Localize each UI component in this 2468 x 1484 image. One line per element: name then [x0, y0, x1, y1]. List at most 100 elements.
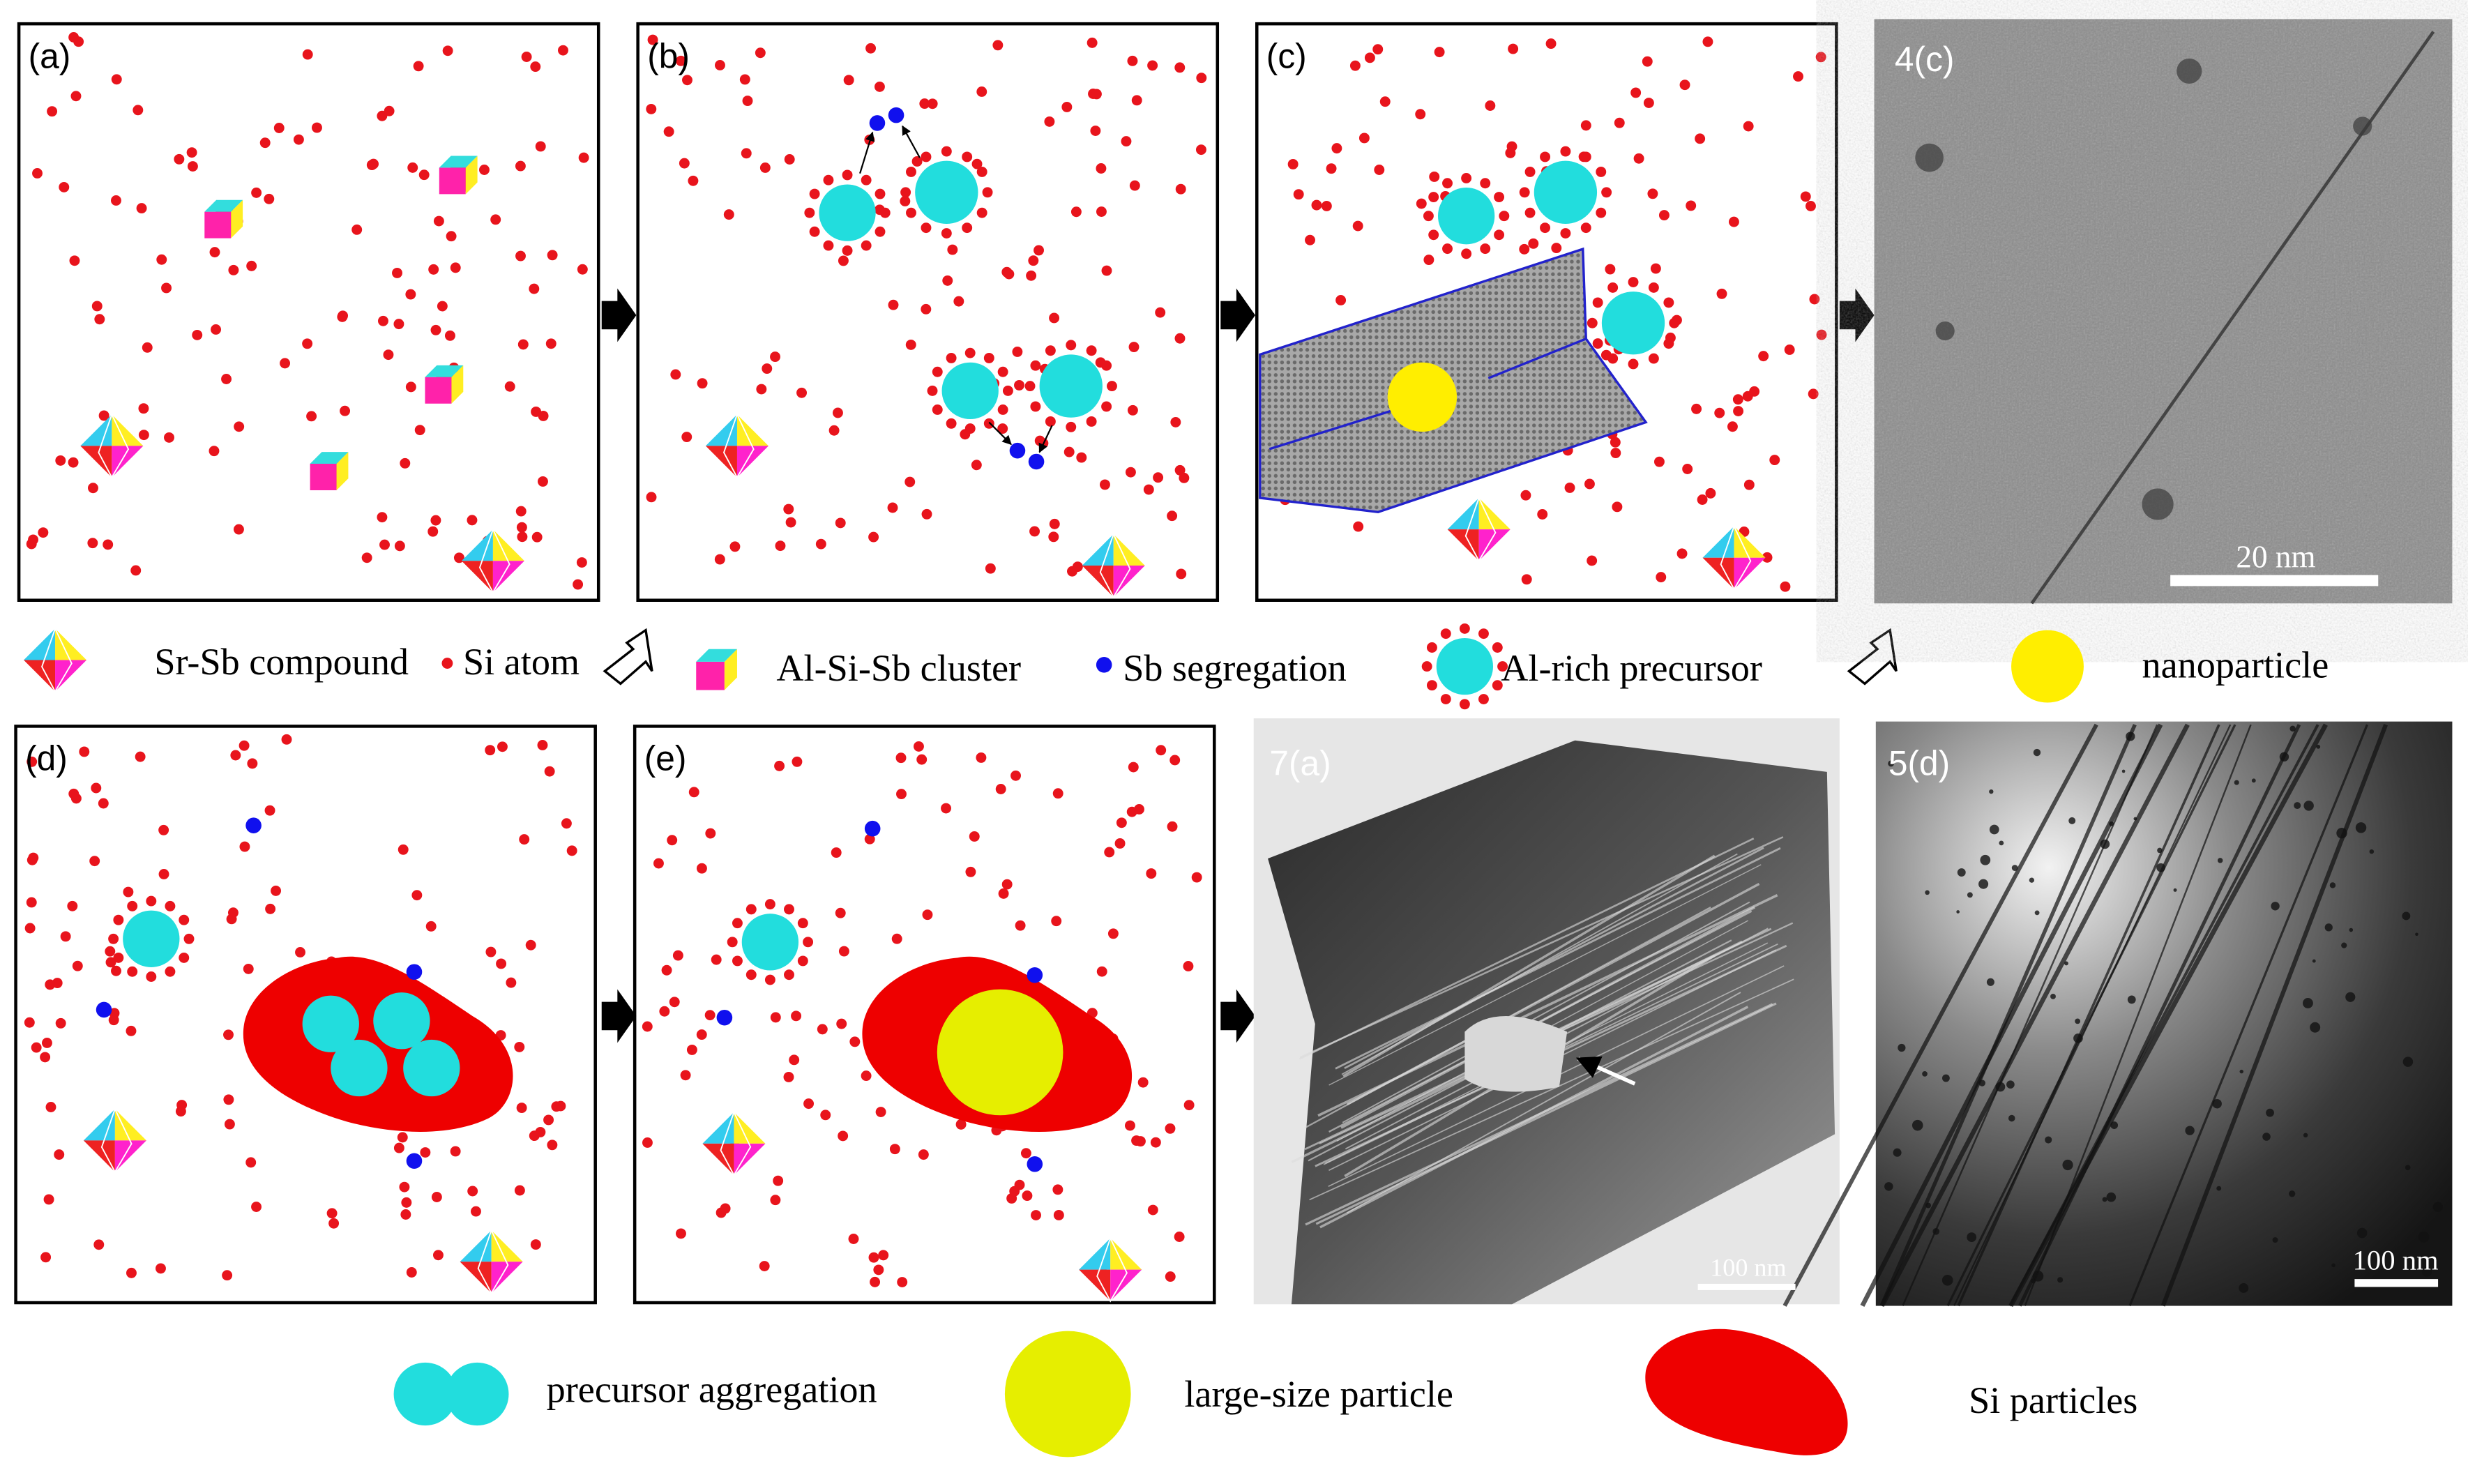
- sb-atom: [1027, 967, 1043, 983]
- si-atom: [578, 152, 589, 163]
- micrograph-precipitate: [1967, 1232, 1977, 1242]
- si-atom: [1124, 1120, 1135, 1131]
- si-atom: [916, 754, 928, 765]
- micrograph-precipitate: [1925, 890, 1930, 895]
- precursor-shell: [1107, 381, 1117, 392]
- precursor-shell: [941, 146, 952, 157]
- legend-label: Si atom: [463, 641, 580, 683]
- si-atom: [103, 539, 114, 550]
- large-particle: [937, 989, 1063, 1116]
- si-atom: [302, 338, 313, 349]
- si-atom: [1012, 347, 1023, 357]
- si-atom: [41, 1038, 52, 1048]
- si-atom: [453, 552, 464, 563]
- precursor-shell: [179, 914, 190, 925]
- precursor-shell: [1592, 297, 1603, 308]
- precursor-shell: [804, 207, 815, 218]
- micrograph-precipitate: [2341, 942, 2347, 948]
- si-atom: [789, 1054, 800, 1066]
- si-atom: [704, 1010, 716, 1021]
- si-atom: [1714, 407, 1725, 418]
- micrograph-precipitate: [2239, 1069, 2243, 1074]
- si-atom: [187, 161, 198, 172]
- panel-label: (e): [644, 739, 687, 778]
- si-atom: [87, 538, 98, 549]
- si-atom: [1727, 421, 1738, 432]
- micrograph-precipitate: [2157, 847, 2163, 854]
- si-atom: [259, 137, 271, 149]
- si-atom: [521, 52, 532, 62]
- precursor-shell: [1428, 229, 1439, 241]
- micrograph-streak: [1342, 901, 1750, 1123]
- sb-atom: [888, 107, 904, 123]
- si-atom: [1020, 1148, 1031, 1159]
- si-atom: [742, 96, 753, 107]
- precursor-shell: [1045, 345, 1056, 356]
- si-atom: [783, 1071, 794, 1082]
- si-atom: [138, 403, 149, 414]
- si-atom: [516, 522, 527, 533]
- si-atom: [234, 421, 245, 432]
- precursor-shell: [1426, 642, 1437, 653]
- precursor-shell: [823, 240, 834, 251]
- si-atom: [941, 803, 951, 814]
- si-atom: [1051, 916, 1062, 927]
- micrograph-precipitate: [1995, 1082, 2006, 1092]
- micrograph-precipitate: [2349, 927, 2354, 932]
- precursor-shell: [727, 937, 738, 948]
- si-atom: [770, 351, 780, 363]
- si-atom: [1165, 1271, 1176, 1282]
- micrograph-precipitate: [2032, 1271, 2044, 1282]
- si-atom: [245, 1157, 257, 1168]
- micrograph-precipitate: [1898, 1043, 1906, 1052]
- si-atom: [1743, 121, 1754, 132]
- precursor-shell: [1440, 694, 1451, 704]
- si-atom: [1676, 548, 1688, 559]
- si-atom: [1096, 966, 1107, 977]
- si-atom: [1326, 163, 1337, 174]
- si-atom: [1580, 120, 1591, 131]
- si-atom: [1769, 455, 1780, 466]
- precursor-shell: [964, 347, 976, 358]
- si-atom: [79, 746, 90, 757]
- si-atom: [681, 432, 692, 442]
- si-atom: [832, 407, 843, 418]
- si-atom: [529, 283, 540, 294]
- si-atom: [955, 1119, 967, 1130]
- si-atom: [40, 1252, 52, 1263]
- si-atom: [774, 760, 785, 771]
- si-atom: [1815, 52, 1826, 63]
- si-atom: [1114, 838, 1126, 849]
- micrograph-precipitate: [2008, 1114, 2015, 1122]
- si-atom: [27, 756, 38, 767]
- legend-label: Sr-Sb compound: [154, 641, 409, 683]
- legend-swatch: [441, 658, 453, 669]
- sb-atom: [406, 1153, 423, 1169]
- micrograph-precipitate: [2234, 780, 2239, 785]
- si-atom: [1293, 189, 1304, 200]
- si-atom: [239, 740, 250, 751]
- precursor-shell: [1494, 192, 1505, 203]
- precursor-shell: [1669, 317, 1680, 328]
- precursor-shell: [875, 188, 886, 199]
- si-atom: [992, 40, 1004, 51]
- si-atom: [111, 195, 121, 206]
- si-atom: [904, 476, 916, 487]
- si-atom: [156, 1263, 166, 1274]
- si-atom: [838, 1130, 849, 1142]
- precursor-shell: [1024, 381, 1036, 392]
- si-atom: [1175, 183, 1186, 195]
- si-atom: [1028, 255, 1039, 266]
- si-atom: [1052, 1184, 1063, 1195]
- si-atom: [773, 1175, 784, 1186]
- si-atom: [91, 301, 103, 312]
- pointer: [1575, 1056, 1636, 1086]
- sb-atom: [864, 820, 881, 837]
- si-atom: [135, 751, 146, 762]
- si-atom: [1090, 126, 1101, 136]
- si-atom: [496, 958, 507, 969]
- si-atom: [889, 1144, 900, 1155]
- micrograph-dislocation: [2008, 723, 2329, 1308]
- precursor-shell: [1442, 243, 1453, 255]
- si-atom: [1423, 255, 1434, 266]
